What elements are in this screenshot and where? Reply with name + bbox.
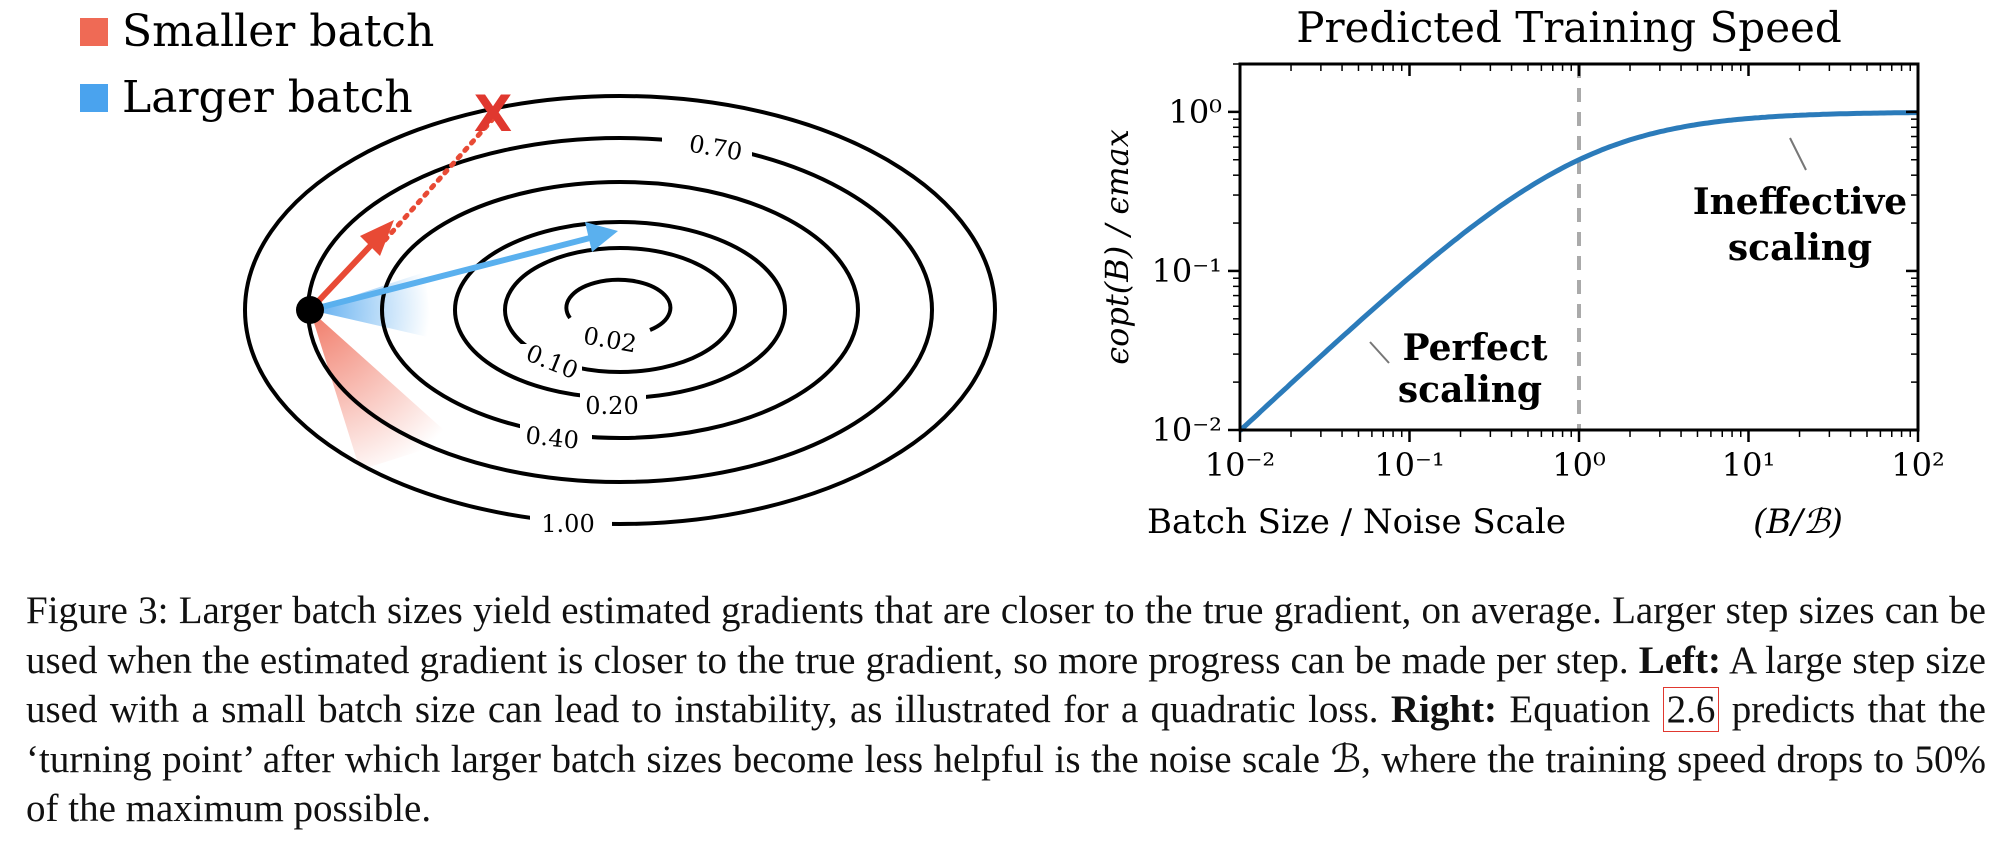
- small-batch-step-arrow: [307, 220, 394, 313]
- legend-label-smaller: Smaller batch: [122, 6, 434, 57]
- contour-1-00: [243, 94, 997, 526]
- figure-svg: Smaller batch Larger batch 0.70 1.00 0.4…: [80, 3, 1945, 542]
- caption-text-4: predicts that the ‘turning point’ after …: [26, 688, 1986, 830]
- legend-swatch-smaller: [80, 18, 108, 46]
- caption-text-3: Equation: [1497, 688, 1663, 731]
- perfect-scaling-pointer: [1369, 341, 1390, 364]
- x-tick-label: 10¹: [1722, 446, 1776, 484]
- axis-ticks: 10⁻² 10⁻¹ 10⁰ 10¹ 10² 10⁻² 10⁻¹ 10⁰: [1152, 63, 1945, 484]
- annotation-ineffective-line1: Ineffective: [1693, 181, 1907, 223]
- legend-swatch-larger: [80, 84, 108, 112]
- legend-label-larger: Larger batch: [122, 72, 413, 123]
- annotation-perfect-line1: Perfect: [1403, 327, 1548, 369]
- figure-caption: Figure 3: Larger batch sizes yield estim…: [26, 586, 1986, 834]
- ineffective-scaling-pointer: [1789, 137, 1807, 171]
- caption-text-2: A large step size used with a small batc…: [26, 638, 1986, 732]
- small-batch-continuation-path: [382, 117, 495, 243]
- equation-reference-link[interactable]: 2.6: [1662, 687, 1720, 732]
- y-tick-label: 10⁻¹: [1152, 252, 1222, 290]
- caption-figure-label: Figure 3:: [26, 589, 169, 632]
- y-tick-label: 10⁰: [1168, 93, 1222, 131]
- y-tick-label: 10⁻²: [1152, 411, 1222, 449]
- large-batch-step-arrow: [309, 222, 618, 313]
- contour-0-02: [564, 277, 673, 332]
- start-point-marker: [296, 296, 324, 324]
- x-axis-label: Batch Size / Noise Scale: [1147, 502, 1566, 542]
- caption-right-label: Right:: [1390, 688, 1498, 731]
- series-line-training-speed: [1238, 110, 1918, 433]
- contour-label-0-40: 0.40: [524, 421, 580, 454]
- x-tick-label: 10²: [1891, 446, 1945, 484]
- loss-contours: [243, 94, 997, 526]
- x-tick-label: 10⁰: [1552, 446, 1606, 484]
- small-batch-noise-cone: [310, 310, 455, 470]
- contour-label-1-00: 1.00: [541, 510, 594, 538]
- caption-text-1: Larger batch sizes yield estimated gradi…: [26, 589, 1986, 682]
- right-panel: Predicted Training Speed 10⁻² 10⁻¹ 10⁰ 10¹ 1…: [1098, 3, 1945, 542]
- x-tick-label: 10⁻²: [1205, 446, 1275, 484]
- figure: Smaller batch Larger batch 0.70 1.00 0.4…: [80, 3, 1945, 542]
- caption-left-label: Left:: [1638, 638, 1722, 682]
- contour-0-10: [503, 246, 737, 374]
- contour-labels: 0.70 1.00 0.40 0.20 0.10 0.02: [520, 130, 752, 540]
- plot-frame: [1238, 62, 1920, 432]
- chart-title: Predicted Training Speed: [1296, 3, 1842, 52]
- contour-0-40: [380, 180, 860, 440]
- annotation-ineffective-line2: scaling: [1728, 227, 1872, 269]
- y-axis-label: ϵopt(B) / ϵmax: [1098, 129, 1136, 365]
- x-axis-label-math: (B/ℬ): [1753, 502, 1843, 542]
- contour-label-0-20: 0.20: [585, 392, 638, 420]
- divergence-x-marker: X: [474, 85, 513, 143]
- annotation-perfect-line2: scaling: [1398, 369, 1542, 411]
- left-panel: Smaller batch Larger batch 0.70 1.00 0.4…: [80, 6, 997, 540]
- x-tick-label: 10⁻¹: [1374, 446, 1444, 484]
